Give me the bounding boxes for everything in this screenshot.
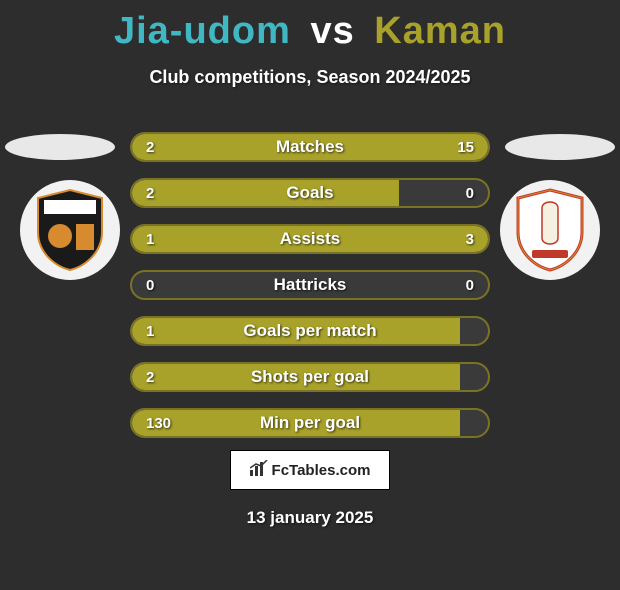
stat-row: 00Hattricks	[130, 270, 490, 300]
stat-bars: 215Matches 20Goals 13Assists 00Hattricks 1Go…	[130, 132, 490, 454]
stat-label: Goals	[132, 180, 488, 206]
stat-row: 130Min per goal	[130, 408, 490, 438]
stat-row: 2Shots per goal	[130, 362, 490, 392]
vs-text: vs	[310, 10, 354, 52]
subtitle: Club competitions, Season 2024/2025	[0, 67, 620, 88]
comparison-title: Jia-udom vs Kaman	[0, 10, 620, 53]
stat-label: Hattricks	[132, 272, 488, 298]
source-brand: FcTables.com	[230, 450, 390, 490]
chart-icon	[250, 460, 268, 481]
player1-name: Jia-udom	[114, 10, 291, 52]
player1-club-badge	[20, 180, 120, 280]
stat-label: Shots per goal	[132, 364, 488, 390]
stat-row: 13Assists	[130, 224, 490, 254]
stat-row: 20Goals	[130, 178, 490, 208]
stat-row: 1Goals per match	[130, 316, 490, 346]
stat-row: 215Matches	[130, 132, 490, 162]
stat-label: Matches	[132, 134, 488, 160]
shield-icon	[514, 188, 586, 272]
brand-text: FcTables.com	[272, 462, 371, 479]
date-text: 13 january 2025	[0, 508, 620, 528]
player2-shadow-ellipse	[505, 134, 615, 160]
player1-shadow-ellipse	[5, 134, 115, 160]
stat-label: Min per goal	[132, 410, 488, 436]
stat-label: Assists	[132, 226, 488, 252]
shield-icon	[34, 188, 106, 272]
player2-club-badge	[500, 180, 600, 280]
stat-label: Goals per match	[132, 318, 488, 344]
player2-name: Kaman	[374, 10, 506, 52]
